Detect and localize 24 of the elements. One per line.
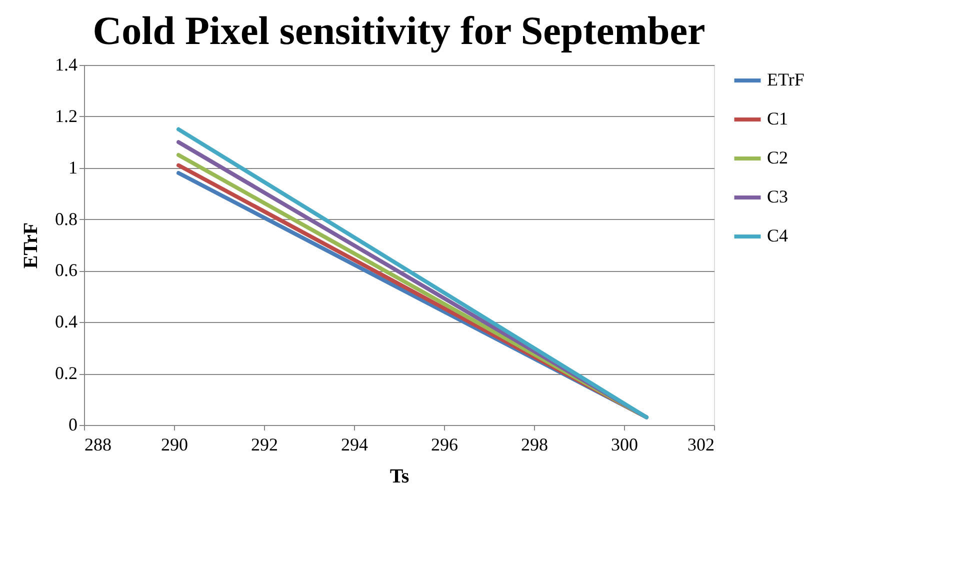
y-tick-label: 0.2 bbox=[55, 363, 78, 384]
y-tick-label: 1.2 bbox=[55, 106, 78, 126]
x-tick-label: 294 bbox=[341, 434, 368, 454]
y-tick-label: 0 bbox=[68, 414, 78, 434]
x-tick-label: 292 bbox=[251, 434, 278, 454]
y-tick-label: 0.4 bbox=[55, 312, 78, 332]
x-tick-label: 288 bbox=[84, 434, 112, 454]
x-tick-label: 296 bbox=[431, 434, 458, 454]
y-axis-title: ETrF bbox=[20, 222, 42, 269]
legend-label: C3 bbox=[767, 186, 788, 206]
y-tick-label: 1 bbox=[68, 157, 78, 178]
legend-label: ETrF bbox=[767, 70, 804, 90]
x-tick-label: 290 bbox=[161, 434, 188, 454]
x-tick-label: 298 bbox=[521, 434, 548, 454]
y-tick-label: 0.6 bbox=[55, 260, 78, 280]
y-tick-label: 1.4 bbox=[55, 54, 78, 74]
x-tick-label: 300 bbox=[611, 434, 638, 454]
legend-label: C2 bbox=[767, 148, 788, 168]
legend-label: C1 bbox=[767, 108, 788, 128]
y-tick-label: 0.8 bbox=[55, 208, 78, 229]
legend-label: C4 bbox=[767, 226, 788, 246]
chart-title: Cold Pixel sensitivity for September bbox=[92, 8, 706, 53]
x-tick-label: 302 bbox=[688, 434, 714, 454]
x-axis-title: Ts bbox=[390, 466, 410, 488]
